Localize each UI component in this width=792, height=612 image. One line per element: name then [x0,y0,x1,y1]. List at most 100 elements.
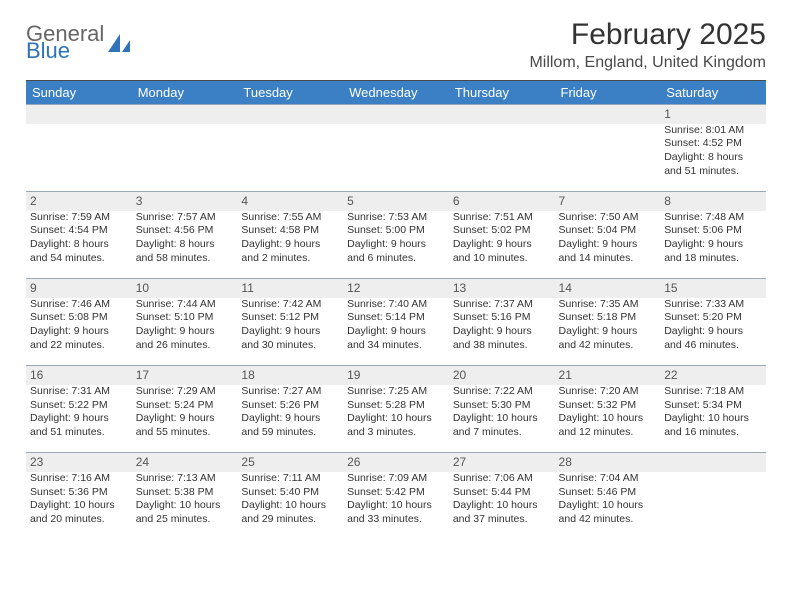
day-details: Sunrise: 7:29 AMSunset: 5:24 PMDaylight:… [136,385,234,440]
dayhead-tuesday: Tuesday [237,81,343,105]
daynum-row: 2345678 [26,192,766,211]
day-number: 7 [555,192,661,211]
daylight-text: Daylight: 9 hours [453,238,551,252]
day-number: 14 [555,279,661,298]
content-row: Sunrise: 7:46 AMSunset: 5:08 PMDaylight:… [26,298,766,366]
day-details: Sunrise: 7:53 AMSunset: 5:00 PMDaylight:… [347,211,445,266]
daylight-text: Daylight: 8 hours [136,238,234,252]
sunset-text: Sunset: 5:32 PM [559,399,657,413]
day-details: Sunrise: 7:59 AMSunset: 4:54 PMDaylight:… [30,211,128,266]
sunrise-text: Sunrise: 7:20 AM [559,385,657,399]
content-row: Sunrise: 8:01 AMSunset: 4:52 PMDaylight:… [26,124,766,192]
dayhead-thursday: Thursday [449,81,555,105]
day-details: Sunrise: 7:16 AMSunset: 5:36 PMDaylight:… [30,472,128,527]
day-number: 12 [343,279,449,298]
day-details: Sunrise: 7:09 AMSunset: 5:42 PMDaylight:… [347,472,445,527]
daylight-text: and 42 minutes. [559,513,657,527]
sunset-text: Sunset: 5:18 PM [559,311,657,325]
daylight-text: Daylight: 8 hours [30,238,128,252]
day-number: 8 [660,192,766,211]
sunset-text: Sunset: 4:52 PM [664,137,762,151]
daylight-text: and 3 minutes. [347,426,445,440]
day-cell: Sunrise: 7:06 AMSunset: 5:44 PMDaylight:… [449,472,555,540]
daylight-text: and 12 minutes. [559,426,657,440]
daylight-text: Daylight: 10 hours [559,412,657,426]
day-number: 20 [449,366,555,385]
day-number: 11 [237,279,343,298]
day-details: Sunrise: 7:42 AMSunset: 5:12 PMDaylight:… [241,298,339,353]
daylight-text: and 37 minutes. [453,513,551,527]
sunset-text: Sunset: 4:58 PM [241,224,339,238]
day-number: 19 [343,366,449,385]
sunrise-text: Sunrise: 7:27 AM [241,385,339,399]
sunrise-text: Sunrise: 7:55 AM [241,211,339,225]
daylight-text: and 34 minutes. [347,339,445,353]
day-details: Sunrise: 7:06 AMSunset: 5:44 PMDaylight:… [453,472,551,527]
sunrise-text: Sunrise: 7:48 AM [664,211,762,225]
sunrise-text: Sunrise: 7:31 AM [30,385,128,399]
sunrise-text: Sunrise: 7:09 AM [347,472,445,486]
daylight-text: and 7 minutes. [453,426,551,440]
day-details: Sunrise: 8:01 AMSunset: 4:52 PMDaylight:… [664,124,762,179]
day-details: Sunrise: 7:18 AMSunset: 5:34 PMDaylight:… [664,385,762,440]
day-cell: Sunrise: 7:09 AMSunset: 5:42 PMDaylight:… [343,472,449,540]
daylight-text: and 51 minutes. [30,426,128,440]
daylight-text: Daylight: 10 hours [559,499,657,513]
day-number: 27 [449,453,555,472]
day-details: Sunrise: 7:33 AMSunset: 5:20 PMDaylight:… [664,298,762,353]
daynum-row: 232425262728 [26,453,766,472]
calendar-table: Sunday Monday Tuesday Wednesday Thursday… [26,81,766,540]
sunset-text: Sunset: 5:46 PM [559,486,657,500]
daylight-text: and 18 minutes. [664,252,762,266]
day-cell [26,124,132,192]
daylight-text: Daylight: 9 hours [30,325,128,339]
sunset-text: Sunset: 5:08 PM [30,311,128,325]
daylight-text: Daylight: 9 hours [136,412,234,426]
daylight-text: and 26 minutes. [136,339,234,353]
sunset-text: Sunset: 5:10 PM [136,311,234,325]
day-cell [660,472,766,540]
day-number: 25 [237,453,343,472]
day-details: Sunrise: 7:04 AMSunset: 5:46 PMDaylight:… [559,472,657,527]
daylight-text: and 54 minutes. [30,252,128,266]
day-cell: Sunrise: 8:01 AMSunset: 4:52 PMDaylight:… [660,124,766,192]
sunset-text: Sunset: 5:44 PM [453,486,551,500]
daylight-text: and 16 minutes. [664,426,762,440]
day-cell: Sunrise: 7:04 AMSunset: 5:46 PMDaylight:… [555,472,661,540]
logo-text: General Blue [26,24,104,62]
sunset-text: Sunset: 5:20 PM [664,311,762,325]
calendar-body: 1Sunrise: 8:01 AMSunset: 4:52 PMDaylight… [26,105,766,540]
sunset-text: Sunset: 5:40 PM [241,486,339,500]
day-details: Sunrise: 7:35 AMSunset: 5:18 PMDaylight:… [559,298,657,353]
daylight-text: and 46 minutes. [664,339,762,353]
sail-icon [106,32,132,54]
day-number: 22 [660,366,766,385]
day-cell: Sunrise: 7:46 AMSunset: 5:08 PMDaylight:… [26,298,132,366]
day-number: 15 [660,279,766,298]
sunset-text: Sunset: 5:30 PM [453,399,551,413]
day-header-row: Sunday Monday Tuesday Wednesday Thursday… [26,81,766,105]
daynum-row: 16171819202122 [26,366,766,385]
sunrise-text: Sunrise: 7:33 AM [664,298,762,312]
day-cell: Sunrise: 7:50 AMSunset: 5:04 PMDaylight:… [555,211,661,279]
sunset-text: Sunset: 5:36 PM [30,486,128,500]
day-number: 26 [343,453,449,472]
sunrise-text: Sunrise: 7:35 AM [559,298,657,312]
daylight-text: and 55 minutes. [136,426,234,440]
day-cell: Sunrise: 7:31 AMSunset: 5:22 PMDaylight:… [26,385,132,453]
daylight-text: and 2 minutes. [241,252,339,266]
sunset-text: Sunset: 5:22 PM [30,399,128,413]
day-number: 6 [449,192,555,211]
daylight-text: Daylight: 9 hours [559,325,657,339]
day-number: 18 [237,366,343,385]
daylight-text: Daylight: 9 hours [136,325,234,339]
sunset-text: Sunset: 4:56 PM [136,224,234,238]
day-details: Sunrise: 7:22 AMSunset: 5:30 PMDaylight:… [453,385,551,440]
daylight-text: and 14 minutes. [559,252,657,266]
sunset-text: Sunset: 5:12 PM [241,311,339,325]
daylight-text: Daylight: 10 hours [30,499,128,513]
day-cell: Sunrise: 7:13 AMSunset: 5:38 PMDaylight:… [132,472,238,540]
day-details: Sunrise: 7:44 AMSunset: 5:10 PMDaylight:… [136,298,234,353]
daylight-text: and 29 minutes. [241,513,339,527]
sunrise-text: Sunrise: 7:11 AM [241,472,339,486]
